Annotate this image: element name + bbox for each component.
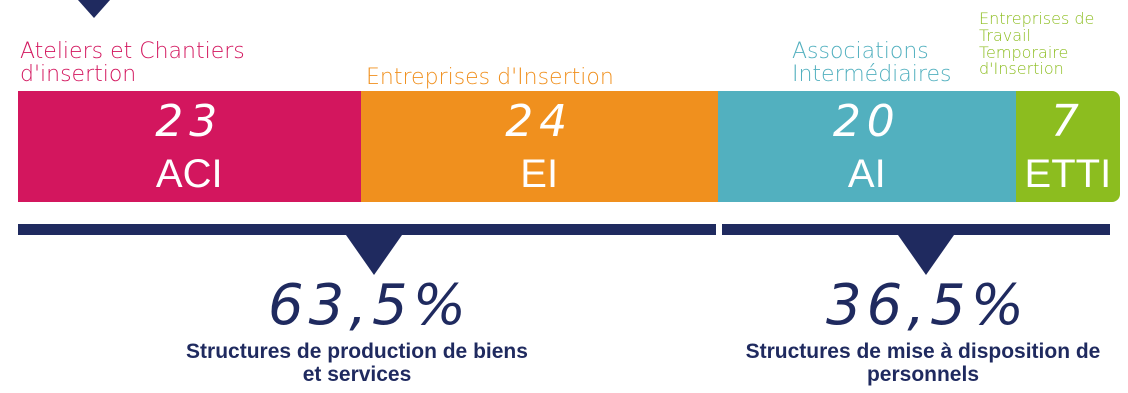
category-label-etti: Entreprises de Travail Temporaire d'Inse… [979, 9, 1095, 79]
group-bar-production [18, 224, 716, 235]
group-bar-personnel [722, 224, 1110, 235]
category-label-aci: Ateliers et Chantiers d'insertion [20, 39, 245, 88]
category-abbr-etti: ETTI [1024, 151, 1112, 196]
group-percent-production: 63,5% [268, 273, 471, 338]
data-label-ai: 20 [832, 95, 901, 147]
data-label-etti: 7 [1050, 95, 1085, 147]
data-label-aci: 23 [155, 95, 224, 147]
group-description-personnel: Structures de mise à disposition de pers… [745, 340, 1101, 387]
data-label-ei: 24 [505, 95, 574, 147]
group-arrow-production [346, 235, 402, 275]
category-label-ai: Associations Intermédiaires [792, 39, 952, 88]
bar-segment-aci: 23 ACI [18, 91, 361, 202]
group-description-production: Structures de production de biens et ser… [186, 340, 528, 387]
top-pointer-arrow [78, 0, 110, 18]
bar-segment-ai: 20 AI [717, 91, 1016, 202]
group-percent-personnel: 36,5% [826, 273, 1029, 338]
bar-segment-ei: 24 EI [360, 91, 718, 202]
group-arrow-personnel [898, 235, 954, 275]
bar-segment-etti: 7 ETTI [1015, 91, 1120, 202]
category-label-ei: Entreprises d'Insertion [366, 65, 614, 90]
category-abbr-ei: EI [520, 151, 559, 196]
category-abbr-aci: ACI [155, 151, 223, 196]
category-abbr-ai: AI [847, 151, 886, 196]
